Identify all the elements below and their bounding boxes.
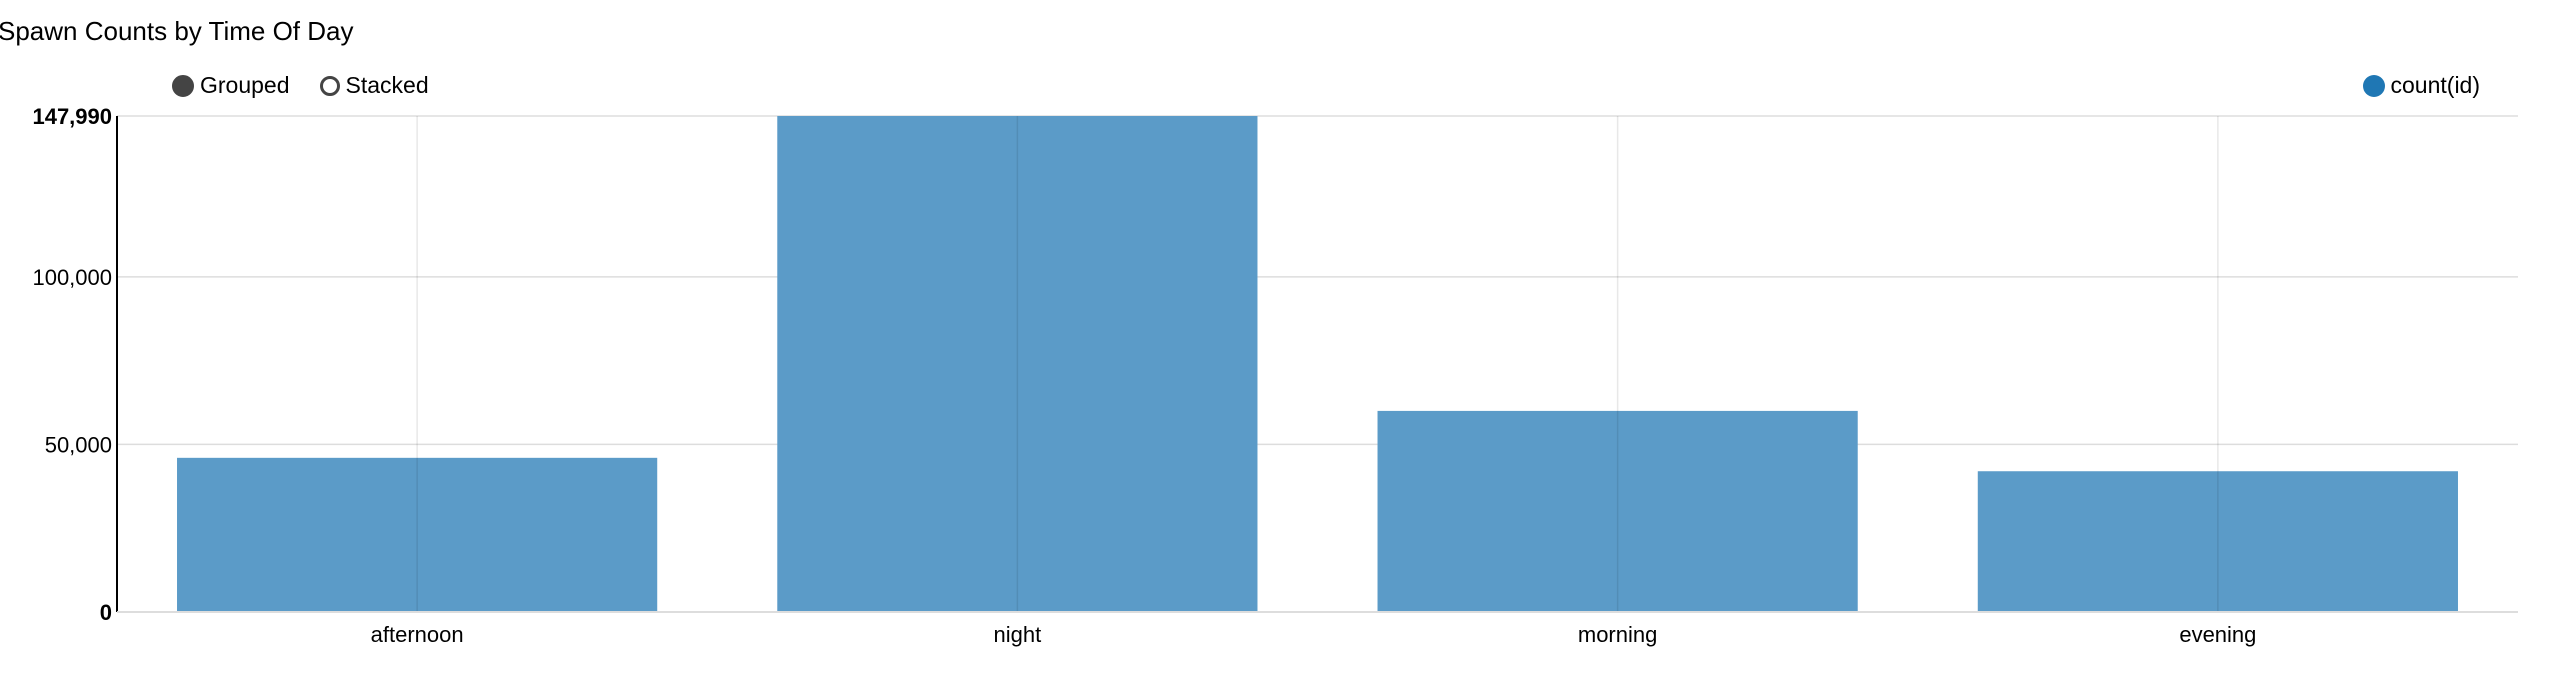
bar-evening[interactable] xyxy=(1977,471,2458,612)
bar-morning[interactable] xyxy=(1377,410,1858,612)
legend-label: count(id) xyxy=(2390,72,2480,98)
x-tick-labels: afternoon night morning evening xyxy=(371,622,2257,647)
stacked-label: Stacked xyxy=(345,72,429,98)
axes xyxy=(116,116,2518,613)
grouped-label: Grouped xyxy=(200,72,290,98)
legend-item-count-id[interactable]: count(id) xyxy=(2362,72,2480,99)
x-tick-label: evening xyxy=(2179,622,2256,647)
bar-night[interactable] xyxy=(777,116,1258,612)
y-tick-label: 147,990 xyxy=(32,104,112,129)
y-tick-label: 0 xyxy=(100,600,112,625)
chart-title: Spawn Counts by Time Of Day xyxy=(0,16,354,46)
y-tick-label: 50,000 xyxy=(45,432,112,457)
x-tick-label: morning xyxy=(1578,622,1657,647)
legend-dot-icon xyxy=(2362,74,2385,97)
vertical-grid-lines xyxy=(416,116,2219,612)
y-tick-label: 100,000 xyxy=(32,265,112,290)
x-tick-label: afternoon xyxy=(371,622,464,647)
grid-lines xyxy=(117,115,2518,446)
stacked-option[interactable]: Stacked xyxy=(319,72,429,99)
grouped-radio-icon[interactable] xyxy=(172,74,194,97)
stacked-radio-icon[interactable] xyxy=(319,75,340,96)
grouped-option[interactable]: Grouped xyxy=(172,72,290,99)
bars xyxy=(177,116,2458,612)
view-mode-controls: Grouped Stacked xyxy=(172,72,459,99)
x-tick-label: night xyxy=(994,622,1042,647)
y-tick-labels: 0 50,000 100,000 147,990 xyxy=(32,104,112,625)
bar-afternoon[interactable] xyxy=(177,457,658,612)
